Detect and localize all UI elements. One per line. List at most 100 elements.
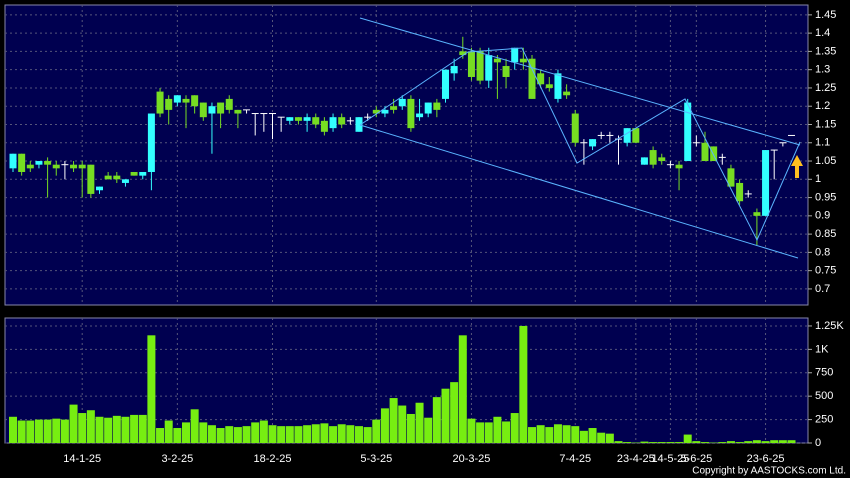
volume-bar bbox=[424, 417, 433, 443]
volume-bar bbox=[545, 427, 554, 443]
y-tick-label: 1.25 bbox=[815, 82, 836, 94]
y-tick-label: 250 bbox=[815, 413, 833, 425]
volume-bar bbox=[761, 441, 770, 443]
volume-bar bbox=[484, 422, 493, 443]
candle-body bbox=[571, 113, 579, 143]
y-tick-label: 1.35 bbox=[815, 45, 836, 57]
volume-bar bbox=[251, 422, 260, 443]
y-tick-label: 0.95 bbox=[815, 191, 836, 203]
volume-bar bbox=[441, 388, 450, 443]
volume-bar bbox=[649, 442, 658, 443]
candle-body bbox=[416, 113, 424, 118]
candle-body bbox=[130, 171, 138, 176]
volume-bar bbox=[510, 413, 519, 443]
volume-bar bbox=[259, 420, 268, 443]
y-tick-label: 1 bbox=[815, 173, 821, 185]
volume-bar bbox=[406, 413, 415, 443]
candle-body bbox=[762, 150, 770, 216]
x-tick-label: 20-3-25 bbox=[452, 453, 490, 465]
x-tick-label: 14-1-25 bbox=[63, 453, 101, 465]
candle-body bbox=[537, 73, 545, 85]
copyright: Copyright by AASTOCKS.com Ltd. bbox=[692, 466, 846, 477]
candle-body bbox=[156, 91, 164, 114]
candle-body bbox=[121, 179, 129, 183]
volume-bar bbox=[173, 428, 182, 443]
volume-bar bbox=[207, 425, 216, 443]
volume-bar bbox=[614, 441, 623, 443]
channel-top bbox=[359, 17, 801, 146]
candle-body bbox=[78, 164, 86, 169]
volume-bar bbox=[528, 427, 536, 443]
y-tick-label: 1.25K bbox=[815, 320, 844, 332]
candle-body bbox=[52, 164, 60, 169]
x-tick-label: 23-6-25 bbox=[747, 453, 785, 465]
candle-body bbox=[113, 175, 121, 180]
candle-body bbox=[632, 128, 640, 143]
volume-bar bbox=[380, 408, 389, 443]
volume-bar bbox=[190, 409, 199, 443]
y-tick-label: 0 bbox=[815, 437, 821, 449]
volume-bar bbox=[562, 425, 571, 443]
volume-bar bbox=[605, 433, 614, 443]
volume-bar bbox=[225, 426, 234, 443]
volume-bar bbox=[43, 419, 52, 443]
volume-bar bbox=[242, 426, 251, 443]
candle-body bbox=[502, 66, 510, 77]
volume-bar bbox=[718, 442, 727, 443]
candle-body bbox=[234, 109, 242, 114]
candle-body bbox=[649, 150, 657, 165]
volume-bar bbox=[493, 416, 502, 443]
volume-bar bbox=[216, 428, 225, 443]
volume-bar bbox=[597, 432, 606, 443]
volume-bar bbox=[744, 441, 753, 443]
volume-bar bbox=[121, 416, 130, 443]
volume-bar bbox=[86, 410, 95, 443]
volume-bar bbox=[277, 426, 286, 443]
volume-bar bbox=[164, 420, 173, 443]
candle-body bbox=[35, 161, 43, 165]
candle-body bbox=[701, 142, 709, 162]
volume-bar bbox=[623, 442, 632, 443]
volume-bar bbox=[69, 404, 78, 443]
volume-bar bbox=[415, 402, 424, 443]
volume-bar bbox=[778, 440, 787, 443]
x-tick-label: 5-6-25 bbox=[680, 453, 712, 465]
volume-bar bbox=[329, 426, 338, 443]
volume-bar bbox=[579, 430, 588, 443]
candle-body bbox=[398, 98, 406, 107]
volume-bar bbox=[346, 425, 355, 443]
candle-body bbox=[519, 58, 527, 63]
trend-lines bbox=[359, 17, 801, 259]
candle-body bbox=[208, 106, 216, 114]
candle-body bbox=[493, 58, 501, 63]
volume-bar bbox=[450, 382, 459, 443]
y-tick-label: 1.3 bbox=[815, 64, 830, 76]
candle-body bbox=[147, 113, 155, 172]
candle-body bbox=[320, 120, 328, 132]
channel-bottom bbox=[359, 124, 799, 259]
candle-body bbox=[338, 117, 346, 125]
candle-body bbox=[303, 117, 311, 121]
price-panel bbox=[4, 4, 809, 306]
volume-bar bbox=[432, 397, 441, 443]
y-tick-label: 0.8 bbox=[815, 246, 830, 258]
volume-bar bbox=[303, 425, 312, 443]
candle-body bbox=[312, 117, 320, 125]
candle-body bbox=[26, 164, 34, 169]
candle-body bbox=[165, 98, 173, 110]
zigzag-line bbox=[359, 47, 801, 242]
candle-body bbox=[217, 102, 225, 114]
candle-body bbox=[381, 109, 389, 114]
candle-body bbox=[467, 51, 475, 77]
candle-body bbox=[139, 171, 147, 176]
candle-body bbox=[640, 157, 648, 165]
volume-bar bbox=[398, 405, 407, 443]
y-tick-label: 500 bbox=[815, 390, 833, 402]
volume-bar bbox=[675, 442, 684, 443]
candle-body bbox=[173, 95, 181, 103]
volume-bar bbox=[770, 440, 779, 443]
volume-bar bbox=[726, 441, 735, 443]
candle-body bbox=[104, 175, 112, 180]
candle-body bbox=[329, 117, 337, 129]
